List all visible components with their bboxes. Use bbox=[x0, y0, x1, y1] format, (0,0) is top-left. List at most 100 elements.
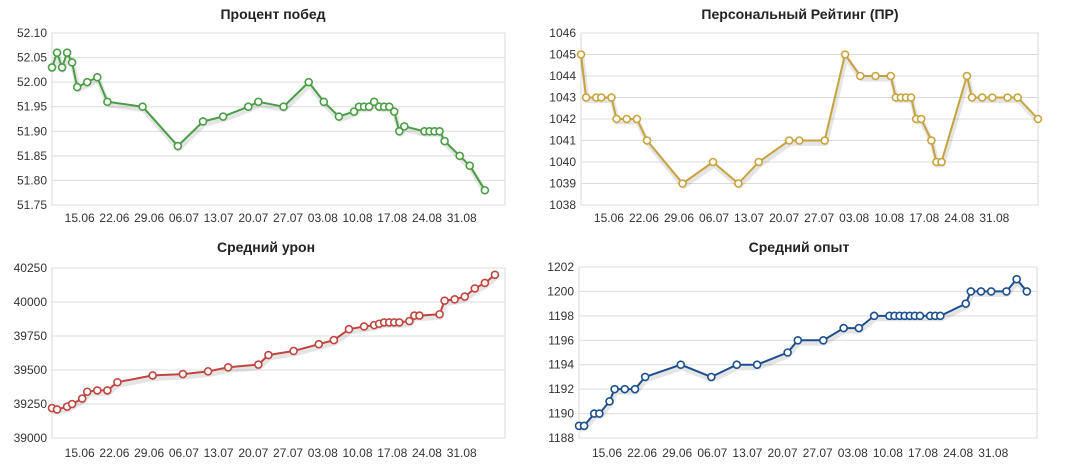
data-point bbox=[77, 394, 87, 403]
data-point bbox=[987, 93, 997, 102]
x-tick-label: 10.08 bbox=[343, 446, 373, 460]
series-line bbox=[579, 278, 1028, 427]
y-tick-label: 1038 bbox=[549, 198, 576, 212]
data-point bbox=[854, 323, 864, 333]
data-point bbox=[465, 161, 475, 170]
data-point bbox=[855, 71, 865, 81]
x-tick-label: 17.08 bbox=[377, 446, 407, 460]
data-point bbox=[460, 292, 470, 301]
x-tick-label: 06.07 bbox=[169, 446, 199, 460]
data-point bbox=[1002, 287, 1011, 296]
data-point bbox=[415, 311, 424, 320]
x-tick-label: 22.06 bbox=[99, 446, 129, 460]
data-point bbox=[886, 71, 896, 81]
chart-title: Средний урон bbox=[217, 239, 315, 255]
data-point bbox=[394, 126, 404, 136]
y-tick-label: 51.80 bbox=[17, 173, 47, 187]
data-point bbox=[93, 386, 102, 395]
personal-rating-chart: Персональный Рейтинг (ПР) 1046 1045 1044 104… bbox=[549, 6, 1043, 225]
data-point bbox=[364, 102, 374, 112]
y-tick-label: 1039 bbox=[549, 177, 576, 191]
win-rate-chart: Процент побед 52.10 52.05 52.00 51.95 51.90 51… bbox=[17, 6, 506, 225]
data-point bbox=[1033, 114, 1043, 124]
data-point bbox=[400, 122, 409, 131]
x-tick-label: 10.08 bbox=[874, 211, 904, 225]
data-point bbox=[57, 63, 67, 72]
y-tick-label: 1200 bbox=[547, 284, 574, 298]
series-shadow bbox=[52, 275, 498, 415]
data-point bbox=[936, 311, 945, 321]
data-point bbox=[319, 97, 329, 107]
data-point bbox=[597, 93, 606, 102]
data-point bbox=[178, 369, 188, 379]
x-tick-label: 03.08 bbox=[308, 211, 338, 225]
x-tick-label: 13.07 bbox=[732, 446, 762, 460]
data-point bbox=[906, 93, 916, 102]
y-tick-label: 1192 bbox=[548, 382, 574, 396]
chart-title: Средний опыт bbox=[749, 239, 850, 255]
x-tick-label: 22.06 bbox=[629, 211, 659, 225]
data-point bbox=[72, 82, 82, 92]
data-point bbox=[93, 72, 102, 82]
x-tick-label: 15.06 bbox=[594, 211, 624, 225]
x-tick-label: 24.08 bbox=[944, 211, 974, 225]
y-tick-label: 1045 bbox=[549, 48, 576, 62]
series-shadow bbox=[580, 279, 1030, 432]
data-point bbox=[966, 287, 976, 296]
x-tick-label: 15.06 bbox=[65, 211, 95, 225]
y-tick-label: 1198 bbox=[548, 309, 574, 323]
series-line bbox=[51, 274, 496, 411]
x-tick-label: 17.08 bbox=[908, 446, 938, 460]
data-point bbox=[977, 93, 987, 102]
y-tick-label: 39500 bbox=[14, 363, 48, 377]
x-tick-label: 20.07 bbox=[238, 446, 268, 460]
y-tick-label: 40250 bbox=[14, 261, 48, 275]
y-tick-label: 39250 bbox=[14, 397, 48, 411]
y-tick-label: 1188 bbox=[548, 431, 574, 445]
data-point bbox=[67, 58, 77, 67]
series-shadow-line bbox=[50, 53, 489, 195]
data-point bbox=[394, 318, 404, 327]
data-point bbox=[349, 107, 359, 116]
data-point bbox=[329, 335, 339, 345]
x-tick-label: 27.07 bbox=[273, 211, 303, 225]
x-tick-label: 22.06 bbox=[99, 211, 129, 225]
data-point bbox=[915, 311, 925, 321]
data-point bbox=[440, 296, 449, 305]
data-point bbox=[52, 48, 62, 57]
x-tick-label: 17.08 bbox=[377, 211, 407, 225]
data-point bbox=[103, 386, 112, 395]
y-tick-label: 51.75 bbox=[17, 198, 47, 212]
y-tick-label: 40000 bbox=[14, 295, 48, 309]
data-point bbox=[82, 77, 92, 87]
x-tick-label: 06.07 bbox=[699, 211, 729, 225]
data-point bbox=[937, 157, 946, 167]
data-point bbox=[344, 324, 354, 334]
chart-panel-average-damage: Средний урон 40250 40000 39750 39500 39250 390… bbox=[0, 230, 530, 465]
x-tick-label: 13.07 bbox=[734, 211, 764, 225]
chart-panel-personal-rating: Персональный Рейтинг (ПР) 1046 1045 1044 104… bbox=[530, 0, 1065, 235]
data-point bbox=[605, 397, 614, 406]
y-tick-label: 51.85 bbox=[17, 149, 47, 163]
y-tick-label: 1041 bbox=[549, 134, 576, 148]
data-point bbox=[52, 405, 62, 414]
chart-title: Процент побед bbox=[220, 6, 325, 22]
data-point bbox=[304, 77, 314, 87]
data-point bbox=[734, 179, 743, 188]
y-tick-label: 1196 bbox=[548, 333, 574, 347]
x-tick-label: 27.07 bbox=[804, 211, 834, 225]
data-point bbox=[581, 93, 591, 102]
average-damage-chart: Средний урон 40250 40000 39750 39500 39250 390… bbox=[14, 239, 506, 460]
x-tick-label: 03.08 bbox=[839, 211, 869, 225]
data-point bbox=[405, 316, 414, 326]
data-point bbox=[871, 71, 880, 81]
x-tick-label: 06.07 bbox=[169, 211, 199, 225]
x-tick-label: 31.08 bbox=[979, 211, 1009, 225]
data-point bbox=[389, 107, 399, 116]
data-point bbox=[818, 335, 828, 345]
data-point bbox=[223, 362, 233, 372]
data-point bbox=[450, 294, 459, 304]
series-shadow-line bbox=[52, 275, 498, 415]
data-point bbox=[783, 348, 792, 357]
data-point bbox=[793, 335, 803, 345]
